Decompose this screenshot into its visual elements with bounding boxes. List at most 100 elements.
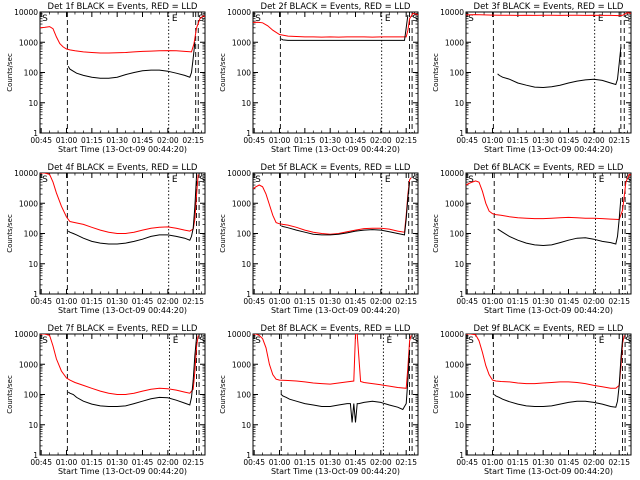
events-series-line	[493, 338, 624, 408]
x-tick-label: 01:30	[106, 297, 128, 306]
marker-label-e: E	[385, 175, 391, 185]
y-tick-label: 10	[28, 421, 38, 430]
panel-title: Det 3f BLACK = Events, RED = LLD	[474, 2, 624, 12]
panel-title: Det 1f BLACK = Events, RED = LLD	[48, 2, 198, 12]
lld-series-line	[253, 177, 412, 235]
lld-series-line	[253, 334, 412, 389]
y-tick-label: 100	[237, 230, 252, 239]
x-tick-label: 01:30	[532, 458, 554, 467]
y-axis-label: Counts/sec	[432, 53, 440, 92]
y-tick-label: 100	[24, 69, 39, 78]
y-tick-label: 1000	[445, 360, 464, 369]
x-tick-label: 01:15	[507, 136, 529, 145]
x-tick-label: 02:00	[157, 458, 179, 467]
panel-7: Det 7f BLACK = Events, RED = LLD 1 10 100 10…	[6, 324, 206, 476]
y-axis-label: Counts/sec	[432, 214, 440, 253]
y-tick-label: 10	[454, 260, 464, 269]
marker-label-s: S	[42, 14, 48, 24]
x-tick-label: 02:00	[583, 136, 605, 145]
x-tick-label: 00:45	[243, 136, 265, 145]
marker-label-s: S	[412, 336, 418, 346]
y-tick-label: 1	[33, 129, 38, 138]
x-axis-label: Start Time (13-Oct-09 00:44:20)	[271, 306, 400, 315]
x-tick-label: 01:30	[532, 297, 554, 306]
lld-series-line	[40, 15, 205, 54]
y-tick-label: 100	[24, 230, 39, 239]
marker-label-s: S	[199, 336, 205, 346]
x-tick-label: 01:30	[532, 136, 554, 145]
panel-3: Det 3f BLACK = Events, RED = LLD 1 10 100 10…	[432, 2, 632, 154]
marker-label-s: S	[468, 14, 474, 24]
x-axis-label: Start Time (13-Oct-09 00:44:20)	[271, 145, 400, 154]
events-series-line	[281, 182, 411, 236]
marker-label-s: S	[255, 336, 261, 346]
lld-series-line	[253, 12, 418, 38]
x-tick-label: 01:00	[482, 297, 504, 306]
panel-title: Det 4f BLACK = Events, RED = LLD	[48, 163, 198, 173]
lld-series-line	[466, 12, 631, 17]
marker-label-e: E	[173, 336, 179, 346]
panel-title: Det 5f BLACK = Events, RED = LLD	[261, 163, 411, 173]
x-tick-label: 01:15	[507, 297, 529, 306]
panel-6: Det 6f BLACK = Events, RED = LLD 1 10 100 10…	[432, 163, 632, 315]
marker-label-s: S	[624, 14, 630, 24]
marker-label-e: E	[172, 14, 178, 24]
y-tick-label: 10000	[14, 8, 38, 17]
marker-label-s: S	[199, 175, 205, 185]
x-tick-label: 01:45	[345, 458, 367, 467]
events-series-line	[67, 174, 198, 245]
x-tick-label: 01:30	[319, 136, 341, 145]
x-tick-label: 02:00	[370, 458, 392, 467]
x-tick-label: 01:15	[294, 458, 316, 467]
x-tick-label: 00:45	[456, 297, 478, 306]
x-tick-label: 01:15	[81, 458, 103, 467]
x-tick-label: 01:45	[132, 136, 154, 145]
x-tick-label: 02:15	[182, 458, 204, 467]
y-tick-label: 1	[246, 129, 251, 138]
plot-frame	[465, 172, 632, 295]
marker-label-e: E	[598, 14, 604, 24]
y-tick-label: 1000	[232, 199, 251, 208]
x-tick-label: 00:45	[456, 458, 478, 467]
y-tick-label: 10000	[227, 169, 251, 178]
x-axis-label: Start Time (13-Oct-09 00:44:20)	[58, 467, 187, 476]
marker-label-s: S	[625, 175, 631, 185]
x-axis-label: Start Time (13-Oct-09 00:44:20)	[484, 306, 613, 315]
y-tick-label: 10000	[440, 330, 464, 339]
marker-label-s: S	[468, 336, 474, 346]
y-tick-label: 100	[24, 391, 39, 400]
events-series-line	[497, 46, 622, 89]
marker-label-e: E	[599, 175, 605, 185]
x-axis-label: Start Time (13-Oct-09 00:44:20)	[58, 306, 187, 315]
plot-frame	[465, 11, 632, 134]
x-tick-label: 02:15	[395, 458, 417, 467]
marker-label-s: S	[625, 336, 631, 346]
marker-label-e: E	[385, 14, 391, 24]
y-tick-label: 10000	[440, 169, 464, 178]
y-axis-label: Counts/sec	[219, 214, 227, 253]
events-series-line	[497, 197, 622, 247]
panel-title: Det 6f BLACK = Events, RED = LLD	[474, 163, 624, 173]
panel-2: Det 2f BLACK = Events, RED = LLD 1 10 100 10…	[219, 2, 419, 154]
y-tick-label: 1000	[19, 360, 38, 369]
y-tick-label: 10	[454, 421, 464, 430]
marker-label-s: S	[42, 336, 48, 346]
x-tick-label: 01:00	[56, 136, 78, 145]
events-series-line	[280, 14, 409, 41]
x-tick-label: 01:45	[558, 297, 580, 306]
y-tick-label: 1	[33, 451, 38, 460]
x-axis-label: Start Time (13-Oct-09 00:44:20)	[484, 145, 613, 154]
y-tick-label: 100	[450, 230, 465, 239]
y-tick-label: 1	[33, 290, 38, 299]
panel-4: Det 4f BLACK = Events, RED = LLD 1 10 100 10…	[6, 163, 206, 315]
y-tick-label: 10	[28, 99, 38, 108]
x-axis-label: Start Time (13-Oct-09 00:44:20)	[484, 467, 613, 476]
y-tick-label: 1000	[445, 38, 464, 47]
y-tick-label: 10	[28, 260, 38, 269]
x-tick-label: 01:15	[81, 297, 103, 306]
lld-series-line	[466, 173, 631, 221]
x-tick-label: 01:30	[319, 458, 341, 467]
y-axis-label: Counts/sec	[219, 53, 227, 92]
plot-frame	[465, 333, 632, 456]
y-tick-label: 1000	[19, 199, 38, 208]
